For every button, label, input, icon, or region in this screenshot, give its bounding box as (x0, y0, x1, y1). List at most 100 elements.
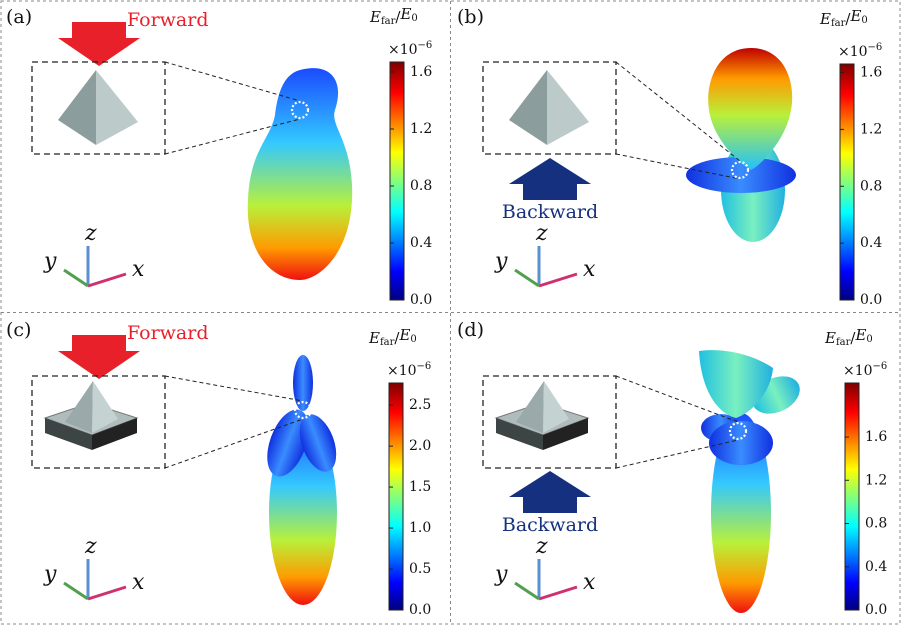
guide (164, 418, 304, 469)
colorbar-title-part: 0 (411, 13, 417, 24)
guide (164, 118, 301, 155)
substrate-side (496, 418, 543, 450)
pattern (247, 68, 353, 280)
colorbar-scale-exp: −6 (868, 42, 883, 53)
x-axis (538, 585, 578, 601)
colorbar (388, 382, 404, 611)
colorbar-tick-label: 0.4 (860, 235, 882, 251)
x-axis (87, 272, 127, 288)
colorbar-title-part: far (831, 18, 846, 29)
forward-arrow (58, 335, 140, 379)
axis-label: y (43, 249, 57, 274)
pattern (711, 413, 771, 613)
colorbar-tick-label: 0.0 (865, 602, 887, 618)
axis-label: x (132, 257, 145, 282)
colorbar-scale-exp: −6 (873, 361, 888, 372)
pyramid-face (96, 70, 138, 145)
colorbar-scale-exp: −6 (417, 361, 432, 372)
colorbar-scale-base: ×10 (838, 44, 868, 60)
colorbar (389, 61, 405, 301)
colorbar-tick-label: 0.0 (409, 602, 431, 618)
direction-label: Backward (502, 514, 598, 536)
backward-arrow (509, 158, 591, 200)
substrate-side (92, 418, 137, 450)
pyramid-face (516, 381, 544, 433)
inset-box (31, 61, 166, 155)
colorbar-title-part: 0 (861, 15, 867, 26)
origin-marker (290, 100, 310, 120)
direction-label: Backward (502, 201, 598, 223)
substrate-side (45, 418, 92, 450)
axis-label: x (583, 570, 596, 595)
colorbar-tick-label: 0.8 (865, 516, 887, 532)
colorbar-tick-label: 0.5 (409, 561, 431, 577)
pattern (709, 421, 773, 465)
colorbar-title-part: / (394, 329, 400, 347)
colorbar-scale: ×10−6 (387, 361, 431, 380)
guide (615, 375, 739, 423)
colorbar-tick-label: 1.6 (860, 65, 882, 81)
colorbar-scale-base: ×10 (387, 363, 417, 379)
colorbar-title-part: E (368, 329, 380, 347)
axis-label: y (494, 562, 508, 587)
colorbar-title: Efar/E0 (819, 7, 868, 29)
colorbar-scale: ×10−6 (843, 361, 887, 380)
pattern (699, 350, 773, 418)
axis-label: z (84, 221, 97, 246)
guide (615, 61, 741, 162)
x-axis (538, 272, 578, 288)
colorbar-tick-label: 0.0 (860, 292, 882, 308)
panel-label: (a) (6, 6, 32, 28)
pattern (267, 409, 309, 477)
pattern (293, 355, 313, 411)
y-axis (63, 268, 89, 288)
colorbar-title-part: / (845, 10, 851, 28)
colorbar-scale-exp: −6 (418, 40, 433, 51)
axis-label: y (43, 562, 57, 587)
guide (164, 61, 301, 102)
axis-label: y (494, 249, 508, 274)
colorbar-title-part: far (381, 16, 396, 27)
colorbar-tick-label: 0.4 (865, 559, 887, 575)
y-axis (63, 581, 89, 601)
pyramid-face (543, 381, 569, 433)
pyramid-face (92, 381, 118, 433)
forward-arrow (58, 22, 140, 66)
colorbar-tick-label: 2.5 (409, 397, 431, 413)
y-axis (514, 268, 540, 288)
colorbar-title-part: far (380, 337, 395, 348)
inset-box (482, 61, 617, 155)
colorbar-title-part: E (398, 326, 410, 344)
colorbar-scale-base: ×10 (843, 363, 873, 379)
colorbar-title-part: E (819, 10, 831, 28)
colorbar-tick-label: 1.2 (410, 121, 432, 137)
inset-box (482, 375, 617, 469)
colorbar (844, 382, 860, 611)
colorbar-scale: ×10−6 (388, 40, 432, 59)
direction-label: Forward (127, 9, 209, 31)
colorbar-title-part: / (850, 329, 856, 347)
colorbar (839, 63, 855, 301)
colorbar-scale-base: ×10 (388, 42, 418, 58)
colorbar-tick-label: 1.6 (410, 64, 432, 80)
substrate-side (543, 418, 588, 450)
colorbar-tick-label: 1.6 (865, 429, 887, 445)
direction-label: Forward (127, 322, 209, 344)
colorbar-title-part: / (395, 8, 401, 26)
y-axis (514, 581, 540, 601)
pyramid-face (65, 381, 93, 433)
colorbar-tick-label: 0.8 (410, 178, 432, 194)
colorbar-title-part: E (369, 8, 381, 26)
panel-label: (d) (457, 319, 484, 341)
pyramid-face (509, 70, 547, 145)
pattern (686, 157, 796, 193)
colorbar-title: Efar/E0 (369, 5, 418, 27)
colorbar-tick-label: 1.5 (409, 479, 431, 495)
guide (164, 375, 304, 402)
colorbar-title-part: far (836, 337, 851, 348)
origin-marker (728, 421, 748, 441)
colorbar-title-part: 0 (866, 334, 872, 345)
colorbar-title: Efar/E0 (368, 326, 417, 348)
colorbar-title-part: E (854, 326, 866, 344)
